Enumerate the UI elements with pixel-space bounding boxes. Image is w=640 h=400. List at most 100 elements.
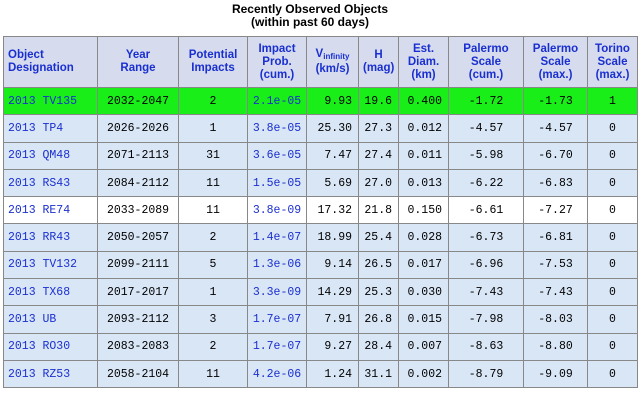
header-text: Prob. <box>262 55 292 68</box>
cell-link[interactable]: 3.8e-09 <box>252 203 302 217</box>
cell-link[interactable]: 2013 UB <box>8 313 57 327</box>
table-cell: 0.013 <box>398 168 449 198</box>
cell-link[interactable]: 4.2e-06 <box>252 367 302 381</box>
cell-text: 0 <box>609 285 616 299</box>
table-cell: 2083-2083 <box>97 332 179 361</box>
cell-link[interactable]: 2013 TV132 <box>8 258 78 272</box>
cell-text: 2084-2112 <box>106 176 170 190</box>
table-cell: 0.012 <box>398 114 449 143</box>
header-text: Impacts <box>191 62 235 74</box>
cell-text: 0 <box>609 258 616 272</box>
cell-text: -4.57 <box>468 121 504 135</box>
cell-link[interactable]: 3.3e-09 <box>252 285 302 299</box>
column-header: Vinfinity (km/s) <box>306 36 359 88</box>
page-title: Recently Observed Objects (within past 60… <box>0 0 640 32</box>
object-row: 2013 QM48 2071-2113 31 3.6e-05 7.47 27.4 0.011… <box>3 141 638 170</box>
cell-text: -7.43 <box>538 285 573 299</box>
header-text: H <box>374 49 383 61</box>
cell-link[interactable]: 2013 RO30 <box>8 340 71 354</box>
cell-text: 11 <box>206 203 220 217</box>
table-cell: -1.72 <box>448 86 524 116</box>
cell-link[interactable]: 1.7e-07 <box>252 313 302 327</box>
table-cell: 3.6e-05 <box>247 141 307 170</box>
table-cell: 5 <box>178 250 248 280</box>
cell-link[interactable]: 2013 TP4 <box>8 121 64 135</box>
cell-link[interactable]: 2013 TX68 <box>8 285 71 299</box>
cell-text: 0.015 <box>407 313 442 327</box>
cell-link[interactable]: 2013 RE74 <box>8 203 71 217</box>
table-cell: 0.400 <box>398 86 449 116</box>
cell-link[interactable]: 2.1e-05 <box>252 94 302 108</box>
cell-text: -1.73 <box>538 94 573 108</box>
table-cell: 11 <box>178 359 248 389</box>
cell-link[interactable]: 2013 TV135 <box>8 94 78 108</box>
column-header: Potential Impacts <box>178 36 248 88</box>
header-text: Designation <box>8 62 74 74</box>
table-cell: 0.030 <box>398 278 449 307</box>
object-row: 2013 RE74 2033-2089 11 3.8e-09 17.32 21.8 0.15… <box>3 196 638 225</box>
column-header: H (mag) <box>358 36 399 88</box>
cell-link[interactable]: 1.5e-05 <box>252 176 302 190</box>
cell-text: 0.017 <box>407 258 442 272</box>
cell-text: 19.6 <box>364 94 392 108</box>
cell-link[interactable]: 3.6e-05 <box>252 149 302 163</box>
table-cell: 2013 RO30 <box>3 332 98 361</box>
cell-text: 2071-2113 <box>106 149 170 163</box>
header-text: Palermo <box>463 42 509 55</box>
table-cell: 0.011 <box>398 141 449 170</box>
cell-text: 0.013 <box>407 176 442 190</box>
cell-link[interactable]: 2013 RZ53 <box>8 367 71 381</box>
table-cell: 28.4 <box>358 332 399 361</box>
table-cell: -6.83 <box>523 168 588 198</box>
table-cell: 1.5e-05 <box>247 168 307 198</box>
table-cell: 2058-2104 <box>97 359 179 389</box>
cell-link[interactable]: 3.8e-05 <box>252 121 302 135</box>
header-text: (max.) <box>538 68 573 81</box>
cell-text: 2 <box>209 340 217 354</box>
table-cell: 2 <box>178 223 248 252</box>
cell-text: 31.1 <box>364 367 392 381</box>
table-cell: 7.91 <box>306 305 359 334</box>
table-cell: 2 <box>178 332 248 361</box>
object-row: 2013 RS43 2084-2112 11 1.5e-05 5.69 27.0 0.013… <box>3 168 638 198</box>
cell-text: 25.4 <box>364 231 392 245</box>
cell-text: 2 <box>209 231 217 245</box>
table-cell: -4.57 <box>523 114 588 143</box>
cell-text: -1.72 <box>468 94 504 108</box>
table-cell: 0 <box>587 278 638 307</box>
table-cell: -8.79 <box>448 359 524 389</box>
cell-text: 11 <box>206 176 220 190</box>
cell-link[interactable]: 1.3e-06 <box>252 258 302 272</box>
cell-link[interactable]: 1.7e-07 <box>252 340 302 354</box>
object-row: 2013 RZ53 2058-2104 11 4.2e-06 1.24 31.1 0.002… <box>3 359 638 389</box>
column-header: Est. Diam. (km) <box>398 36 449 88</box>
cell-link[interactable]: 2013 RS43 <box>8 176 71 190</box>
header-text: Torino <box>595 42 630 55</box>
cell-text: -6.83 <box>538 176 573 190</box>
table-cell: 2013 TV135 <box>3 86 98 116</box>
table-cell: 9.14 <box>306 250 359 280</box>
table-cell: 21.8 <box>358 196 399 225</box>
cell-link[interactable]: 1.4e-07 <box>252 231 302 245</box>
cell-text: 5 <box>209 258 217 272</box>
table-cell: 0 <box>587 359 638 389</box>
table-cell: 2084-2112 <box>97 168 179 198</box>
cell-text: -8.80 <box>538 340 573 354</box>
cell-link[interactable]: 2013 RR43 <box>8 231 71 245</box>
cell-text: 18.99 <box>317 231 352 245</box>
header-text: Object <box>8 49 44 61</box>
table-cell: -7.43 <box>448 278 524 307</box>
table-cell: 2013 RS43 <box>3 168 98 198</box>
header-text: Diam. <box>407 55 440 68</box>
table-body: 2013 TV135 2032-2047 2 2.1e-05 9.93 19.6 0.400… <box>3 86 638 389</box>
table-cell: 3.8e-09 <box>247 196 307 225</box>
cell-link[interactable]: 2013 QM48 <box>8 149 71 163</box>
table-cell: 11 <box>178 196 248 225</box>
cell-text: 9.27 <box>324 340 352 354</box>
column-header: Palermo Scale (cum.) <box>448 36 524 88</box>
cell-text: 25.3 <box>364 285 392 299</box>
table-cell: 0 <box>587 141 638 170</box>
table-cell: 2013 RR43 <box>3 223 98 252</box>
object-row: 2013 UB 2093-2112 3 1.7e-07 7.91 26.8 0.015 -7.… <box>3 305 638 334</box>
cell-text: 1.24 <box>324 367 352 381</box>
